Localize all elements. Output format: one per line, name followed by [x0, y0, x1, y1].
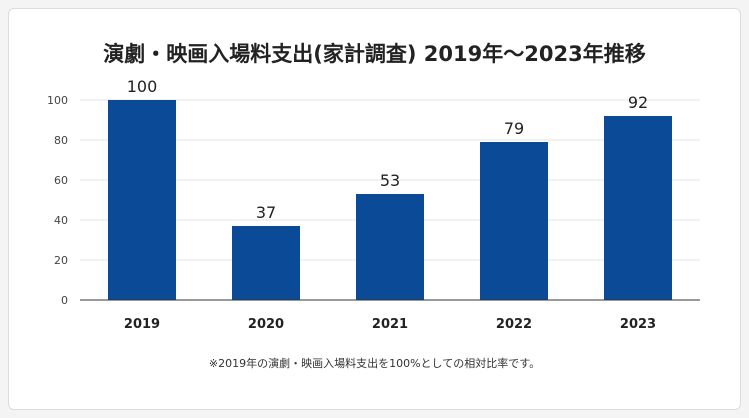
x-tick-label: 2023: [620, 317, 656, 332]
x-tick-label: 2019: [124, 317, 160, 332]
y-tick-label: 60: [54, 174, 68, 187]
data-label: 100: [127, 77, 158, 96]
bars: [108, 100, 672, 300]
bar: [108, 100, 176, 300]
y-tick-label: 20: [54, 254, 68, 267]
bar: [232, 226, 300, 300]
data-label: 53: [380, 171, 400, 190]
data-label: 79: [504, 119, 524, 138]
bar: [604, 116, 672, 300]
y-axis-ticks: 0 20 40 60 80 100: [47, 94, 68, 307]
bar: [480, 142, 548, 300]
x-axis-ticks: 2019 2020 2021 2022 2023: [124, 317, 656, 332]
x-tick-label: 2020: [248, 317, 284, 332]
y-tick-label: 40: [54, 214, 68, 227]
y-tick-label: 0: [61, 294, 68, 307]
bar: [356, 194, 424, 300]
data-label: 37: [256, 203, 276, 222]
data-label: 92: [628, 93, 648, 112]
chart-title: 演劇・映画入場料支出(家計調査) 2019年〜2023年推移: [103, 42, 646, 66]
y-tick-label: 80: [54, 134, 68, 147]
footnote: ※2019年の演劇・映画入場料支出を100%としての相対比率です。: [208, 357, 541, 370]
x-tick-label: 2021: [372, 317, 408, 332]
data-labels: 100 37 53 79 92: [127, 77, 648, 222]
y-tick-label: 100: [47, 94, 68, 107]
x-tick-label: 2022: [496, 317, 532, 332]
